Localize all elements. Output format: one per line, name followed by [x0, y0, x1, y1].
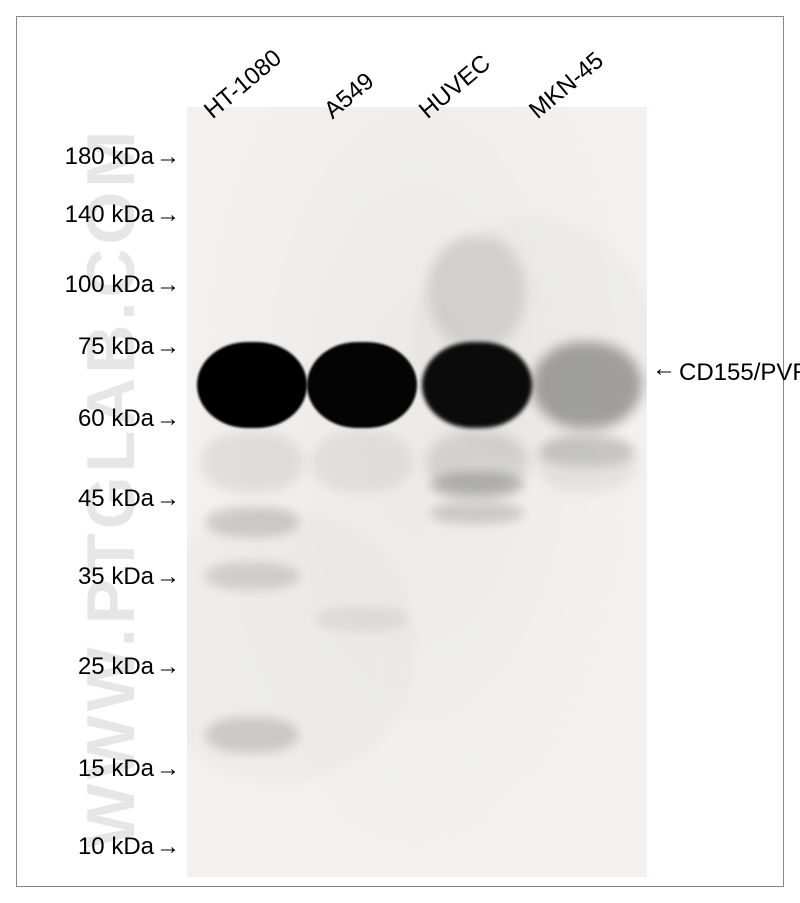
- blot-band-shadow: [201, 432, 303, 492]
- blot-band-shadow: [311, 432, 413, 492]
- blot-area: [187, 107, 647, 877]
- blot-band-main: [422, 342, 532, 428]
- blot-smear: [428, 237, 526, 347]
- marker-label: 60 kDa→: [78, 405, 180, 433]
- blot-vignette: [187, 107, 647, 877]
- marker-label: 10 kDa→: [78, 833, 180, 861]
- blot-band-faint: [205, 717, 299, 753]
- marker-label: 25 kDa→: [78, 653, 180, 681]
- blot-band-main: [307, 342, 417, 428]
- blot-band-faint: [430, 502, 524, 524]
- blot-band-main: [532, 342, 642, 428]
- marker-label: 75 kDa→: [78, 333, 180, 361]
- marker-label: 45 kDa→: [78, 485, 180, 513]
- blot-band-main: [197, 342, 307, 428]
- blot-band-faint: [205, 562, 299, 590]
- marker-label: 180 kDa→: [65, 143, 180, 171]
- blot-band-faint: [205, 507, 299, 537]
- blot-band-faint: [540, 437, 634, 467]
- marker-label: 140 kDa→: [65, 201, 180, 229]
- blot-band-faint: [430, 472, 524, 498]
- annotation-label: CD155/PVR: [679, 359, 800, 387]
- figure-frame: WWW.PTGLAB.COM ← CD155/PVR HT-1080A549HU…: [16, 16, 784, 887]
- blot-noise: [187, 107, 647, 877]
- blot-band-faint: [315, 607, 409, 631]
- marker-label: 35 kDa→: [78, 563, 180, 591]
- marker-label: 100 kDa→: [65, 271, 180, 299]
- marker-label: 15 kDa→: [78, 755, 180, 783]
- annotation-arrow: ←: [652, 355, 676, 383]
